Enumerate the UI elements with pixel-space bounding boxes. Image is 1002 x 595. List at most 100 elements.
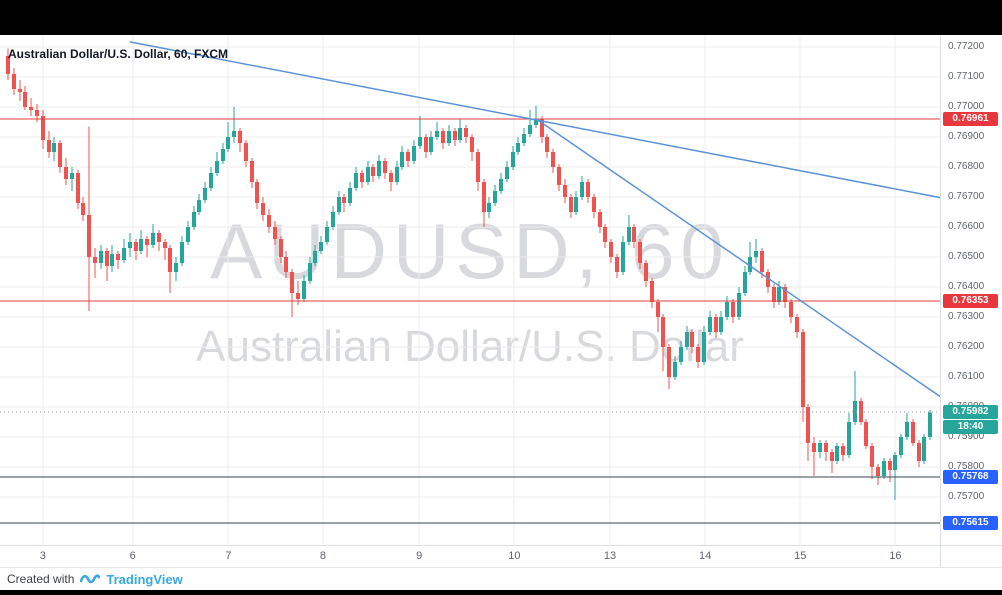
candle[interactable] bbox=[574, 191, 578, 215]
candle[interactable] bbox=[76, 170, 80, 209]
candle[interactable] bbox=[644, 260, 648, 287]
candle[interactable] bbox=[801, 329, 805, 422]
candle[interactable] bbox=[18, 80, 22, 101]
candle[interactable] bbox=[116, 251, 120, 269]
candle[interactable] bbox=[812, 437, 816, 476]
candle[interactable] bbox=[424, 134, 428, 158]
candle[interactable] bbox=[389, 170, 393, 191]
candle[interactable] bbox=[134, 239, 138, 260]
candle[interactable] bbox=[453, 128, 457, 146]
candle[interactable] bbox=[157, 230, 161, 251]
price-axis[interactable]: 0.77200 0.77100 0.77000 0.76900 0.76800 0.767… bbox=[940, 35, 1002, 545]
candle[interactable] bbox=[760, 248, 764, 278]
candle[interactable] bbox=[476, 149, 480, 191]
candle[interactable] bbox=[661, 314, 665, 371]
candle[interactable] bbox=[650, 278, 654, 308]
candle[interactable] bbox=[667, 344, 671, 389]
candle[interactable] bbox=[209, 167, 213, 191]
candle[interactable] bbox=[128, 233, 132, 257]
candle[interactable] bbox=[412, 140, 416, 164]
candle[interactable] bbox=[371, 164, 375, 182]
candle[interactable] bbox=[859, 398, 863, 425]
candle[interactable] bbox=[522, 128, 526, 146]
candle[interactable] bbox=[290, 269, 294, 317]
candle[interactable] bbox=[232, 107, 236, 143]
candle[interactable] bbox=[58, 140, 62, 173]
candle[interactable] bbox=[841, 443, 845, 461]
descending-trendline-1[interactable] bbox=[129, 41, 940, 199]
descending-trendline-2[interactable] bbox=[535, 118, 940, 400]
candle[interactable] bbox=[772, 284, 776, 308]
candle[interactable] bbox=[418, 116, 422, 149]
candle[interactable] bbox=[795, 314, 799, 338]
candle[interactable] bbox=[551, 149, 555, 173]
candle[interactable] bbox=[244, 140, 248, 167]
candle[interactable] bbox=[685, 326, 689, 350]
candle[interactable] bbox=[192, 206, 196, 230]
candle[interactable] bbox=[516, 137, 520, 155]
candle[interactable] bbox=[377, 155, 381, 179]
candle[interactable] bbox=[395, 161, 399, 185]
candle[interactable] bbox=[99, 245, 103, 269]
candle[interactable] bbox=[348, 182, 352, 206]
candle[interactable] bbox=[911, 419, 915, 446]
candle[interactable] bbox=[308, 257, 312, 284]
candle[interactable] bbox=[679, 341, 683, 365]
candle[interactable] bbox=[528, 110, 532, 137]
candle[interactable] bbox=[615, 254, 619, 278]
candle[interactable] bbox=[221, 143, 225, 164]
candle[interactable] bbox=[331, 206, 335, 230]
candle[interactable] bbox=[540, 116, 544, 143]
candle[interactable] bbox=[400, 146, 404, 170]
chart-canvas[interactable]: AUDUSD, 60 Australian Dollar/U.S. Dollar… bbox=[0, 35, 940, 545]
candle[interactable] bbox=[70, 167, 74, 191]
candle[interactable] bbox=[580, 176, 584, 200]
time-axis[interactable]: 3 6 7 8 9 10 13 14 15 16 bbox=[0, 545, 940, 567]
candle[interactable] bbox=[6, 48, 10, 81]
candle[interactable] bbox=[366, 161, 370, 185]
candle[interactable] bbox=[888, 458, 892, 482]
candle[interactable] bbox=[87, 126, 91, 312]
candle[interactable] bbox=[279, 236, 283, 263]
candle[interactable] bbox=[905, 413, 909, 440]
candle[interactable] bbox=[354, 167, 358, 191]
candle[interactable] bbox=[273, 221, 277, 245]
candle[interactable] bbox=[870, 443, 874, 479]
candle[interactable] bbox=[151, 224, 155, 248]
candle[interactable] bbox=[435, 122, 439, 140]
candle[interactable] bbox=[702, 326, 706, 365]
candle[interactable] bbox=[441, 128, 445, 149]
candle[interactable] bbox=[284, 251, 288, 278]
candle[interactable] bbox=[313, 245, 317, 266]
candle[interactable] bbox=[714, 314, 718, 338]
candle[interactable] bbox=[145, 236, 149, 257]
candle[interactable] bbox=[922, 434, 926, 464]
candle[interactable] bbox=[719, 311, 723, 335]
candle[interactable] bbox=[41, 110, 45, 149]
candle[interactable] bbox=[737, 287, 741, 320]
candle[interactable] bbox=[255, 179, 259, 209]
candle[interactable] bbox=[835, 443, 839, 464]
candle[interactable] bbox=[122, 239, 126, 263]
candle[interactable] bbox=[110, 245, 114, 272]
candle[interactable] bbox=[52, 137, 56, 161]
candle[interactable] bbox=[783, 284, 787, 308]
candle[interactable] bbox=[754, 239, 758, 263]
candle[interactable] bbox=[105, 248, 109, 281]
candle[interactable] bbox=[342, 194, 346, 212]
candle[interactable] bbox=[29, 98, 33, 116]
candle[interactable] bbox=[325, 221, 329, 245]
candle[interactable] bbox=[470, 134, 474, 161]
candle[interactable] bbox=[47, 131, 51, 158]
candle[interactable] bbox=[139, 230, 143, 254]
candle[interactable] bbox=[569, 194, 573, 218]
candle[interactable] bbox=[627, 215, 631, 245]
candle[interactable] bbox=[876, 464, 880, 485]
candle[interactable] bbox=[690, 329, 694, 353]
candle[interactable] bbox=[563, 179, 567, 203]
candle[interactable] bbox=[621, 236, 625, 275]
candle[interactable] bbox=[197, 194, 201, 215]
candle[interactable] bbox=[818, 440, 822, 458]
candle[interactable] bbox=[493, 185, 497, 206]
candle[interactable] bbox=[267, 209, 271, 233]
